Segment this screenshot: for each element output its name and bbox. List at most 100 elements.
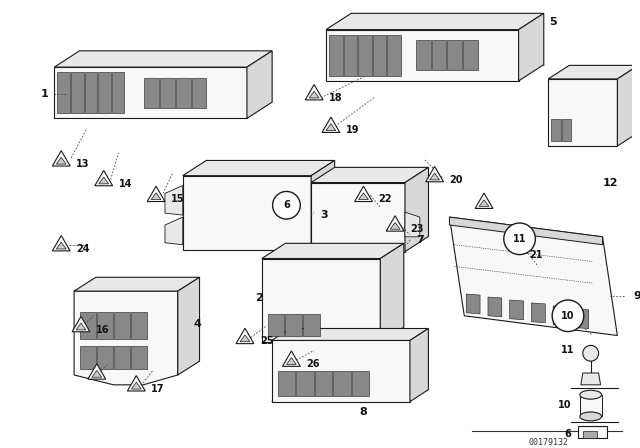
Polygon shape [236, 328, 254, 344]
Polygon shape [98, 72, 111, 113]
Polygon shape [326, 30, 518, 81]
Polygon shape [311, 160, 335, 250]
Polygon shape [358, 34, 372, 76]
Polygon shape [352, 371, 369, 396]
Polygon shape [262, 243, 404, 258]
Polygon shape [429, 173, 440, 180]
Polygon shape [127, 375, 145, 391]
Polygon shape [183, 160, 335, 176]
Polygon shape [160, 78, 175, 108]
Polygon shape [479, 200, 489, 207]
Text: 13: 13 [76, 159, 90, 169]
Text: 17: 17 [151, 384, 164, 394]
Polygon shape [518, 13, 544, 81]
Polygon shape [447, 40, 462, 70]
Text: 16: 16 [96, 325, 109, 335]
Polygon shape [431, 40, 447, 70]
Text: 10: 10 [557, 400, 571, 409]
Ellipse shape [580, 390, 602, 399]
Circle shape [273, 191, 300, 219]
Polygon shape [309, 91, 319, 98]
Polygon shape [151, 193, 161, 200]
Polygon shape [97, 312, 113, 340]
Polygon shape [548, 79, 618, 146]
Polygon shape [72, 316, 90, 332]
Polygon shape [509, 300, 524, 320]
Polygon shape [387, 34, 401, 76]
Polygon shape [131, 346, 147, 369]
Polygon shape [329, 34, 342, 76]
Polygon shape [52, 236, 70, 251]
Polygon shape [618, 65, 638, 146]
Text: 1: 1 [40, 89, 49, 99]
Polygon shape [71, 72, 84, 113]
Polygon shape [58, 72, 70, 113]
Ellipse shape [580, 412, 602, 421]
Polygon shape [282, 351, 300, 366]
Text: 14: 14 [118, 179, 132, 189]
Polygon shape [178, 277, 200, 375]
Text: 9: 9 [633, 291, 640, 301]
Polygon shape [333, 371, 351, 396]
Polygon shape [326, 124, 336, 130]
Polygon shape [380, 243, 404, 342]
Polygon shape [52, 151, 70, 166]
Polygon shape [54, 51, 272, 67]
Polygon shape [405, 168, 429, 252]
Polygon shape [303, 314, 320, 336]
Polygon shape [92, 370, 102, 377]
Polygon shape [531, 303, 545, 323]
Text: 11: 11 [561, 345, 575, 355]
Polygon shape [553, 306, 567, 326]
Circle shape [504, 223, 536, 254]
Polygon shape [372, 34, 387, 76]
Polygon shape [97, 346, 113, 369]
Polygon shape [99, 177, 109, 184]
Polygon shape [165, 185, 183, 215]
Polygon shape [165, 217, 183, 245]
Polygon shape [88, 364, 106, 379]
Polygon shape [355, 186, 372, 202]
Polygon shape [131, 382, 141, 389]
Circle shape [583, 345, 598, 361]
Polygon shape [463, 40, 478, 70]
Polygon shape [548, 65, 638, 79]
Text: 5: 5 [549, 17, 557, 27]
Polygon shape [191, 78, 207, 108]
Polygon shape [449, 217, 602, 245]
Polygon shape [305, 85, 323, 100]
Polygon shape [488, 297, 502, 317]
Text: 4: 4 [194, 319, 202, 329]
Text: 22: 22 [378, 194, 392, 204]
Polygon shape [80, 312, 96, 340]
Polygon shape [405, 212, 420, 237]
Text: 10: 10 [561, 311, 575, 321]
Polygon shape [74, 291, 178, 385]
Polygon shape [410, 328, 428, 401]
Text: 20: 20 [450, 175, 463, 185]
Polygon shape [56, 157, 66, 164]
Text: 8: 8 [360, 408, 367, 418]
Polygon shape [466, 294, 480, 314]
Polygon shape [144, 78, 159, 108]
Polygon shape [54, 67, 247, 118]
Polygon shape [114, 346, 130, 369]
Polygon shape [426, 166, 444, 182]
Polygon shape [278, 371, 295, 396]
Polygon shape [358, 193, 369, 200]
Polygon shape [183, 176, 311, 250]
Polygon shape [296, 371, 314, 396]
Text: 26: 26 [307, 359, 320, 369]
Polygon shape [176, 78, 191, 108]
Polygon shape [271, 328, 428, 340]
Polygon shape [311, 182, 405, 252]
Polygon shape [578, 426, 607, 438]
Text: 23: 23 [410, 224, 424, 234]
Text: 2: 2 [255, 293, 262, 303]
Polygon shape [84, 72, 97, 113]
Polygon shape [580, 395, 602, 417]
Polygon shape [114, 312, 130, 340]
Polygon shape [449, 217, 618, 336]
Polygon shape [390, 223, 400, 229]
Polygon shape [112, 72, 124, 113]
